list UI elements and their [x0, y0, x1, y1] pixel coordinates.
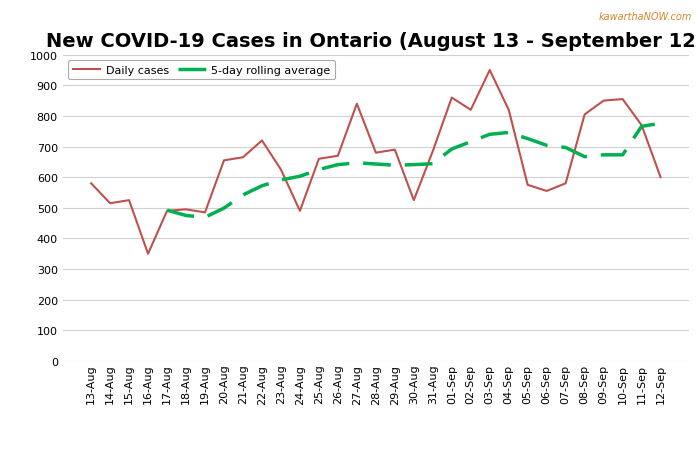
5-day rolling average	[277, 178, 285, 183]
5-day rolling average	[619, 153, 627, 158]
5-day rolling average	[353, 161, 361, 166]
5-day rolling average	[333, 163, 342, 168]
Daily cases	[523, 182, 532, 188]
5-day rolling average	[580, 155, 589, 160]
Daily cases	[163, 209, 171, 214]
5-day rolling average	[638, 124, 646, 130]
Text: kawarthaNOW.com: kawarthaNOW.com	[599, 12, 693, 22]
5-day rolling average	[258, 183, 266, 189]
5-day rolling average	[239, 193, 247, 198]
Daily cases	[486, 68, 494, 74]
Daily cases	[542, 189, 551, 194]
5-day rolling average	[523, 137, 532, 142]
Daily cases	[505, 108, 513, 113]
Daily cases	[599, 99, 608, 104]
Daily cases	[372, 150, 380, 156]
5-day rolling average	[542, 143, 551, 149]
Daily cases	[315, 156, 323, 162]
Daily cases	[258, 138, 266, 144]
5-day rolling average	[448, 147, 456, 152]
5-day rolling average	[390, 163, 399, 169]
Daily cases	[619, 97, 627, 103]
5-day rolling average	[296, 174, 304, 180]
5-day rolling average	[372, 162, 380, 168]
Daily cases	[466, 108, 475, 113]
5-day rolling average	[182, 213, 190, 219]
5-day rolling average	[505, 131, 513, 136]
Line: Daily cases: Daily cases	[91, 71, 661, 254]
Daily cases	[277, 167, 285, 173]
Daily cases	[580, 113, 589, 118]
Daily cases	[220, 158, 228, 164]
5-day rolling average	[429, 162, 437, 167]
Daily cases	[448, 95, 456, 101]
5-day rolling average	[163, 208, 171, 213]
Daily cases	[87, 181, 95, 187]
5-day rolling average	[599, 153, 608, 158]
Daily cases	[390, 148, 399, 153]
Daily cases	[429, 149, 437, 155]
Daily cases	[125, 198, 133, 204]
Line: 5-day rolling average: 5-day rolling average	[167, 124, 661, 218]
5-day rolling average	[562, 145, 570, 151]
Daily cases	[144, 251, 152, 257]
Daily cases	[638, 123, 646, 129]
5-day rolling average	[656, 121, 665, 127]
Daily cases	[333, 154, 342, 159]
Daily cases	[656, 175, 665, 181]
5-day rolling average	[201, 215, 209, 220]
Title: New COVID-19 Cases in Ontario (August 13 - September 12): New COVID-19 Cases in Ontario (August 13…	[47, 32, 696, 51]
Daily cases	[353, 102, 361, 107]
Daily cases	[182, 207, 190, 213]
5-day rolling average	[410, 163, 418, 168]
5-day rolling average	[486, 132, 494, 138]
Daily cases	[296, 209, 304, 214]
Daily cases	[239, 155, 247, 161]
5-day rolling average	[315, 167, 323, 173]
Legend: Daily cases, 5-day rolling average: Daily cases, 5-day rolling average	[68, 61, 335, 80]
5-day rolling average	[220, 206, 228, 212]
Daily cases	[410, 198, 418, 204]
Daily cases	[106, 201, 114, 206]
Daily cases	[562, 181, 570, 187]
5-day rolling average	[466, 139, 475, 145]
Daily cases	[201, 210, 209, 216]
